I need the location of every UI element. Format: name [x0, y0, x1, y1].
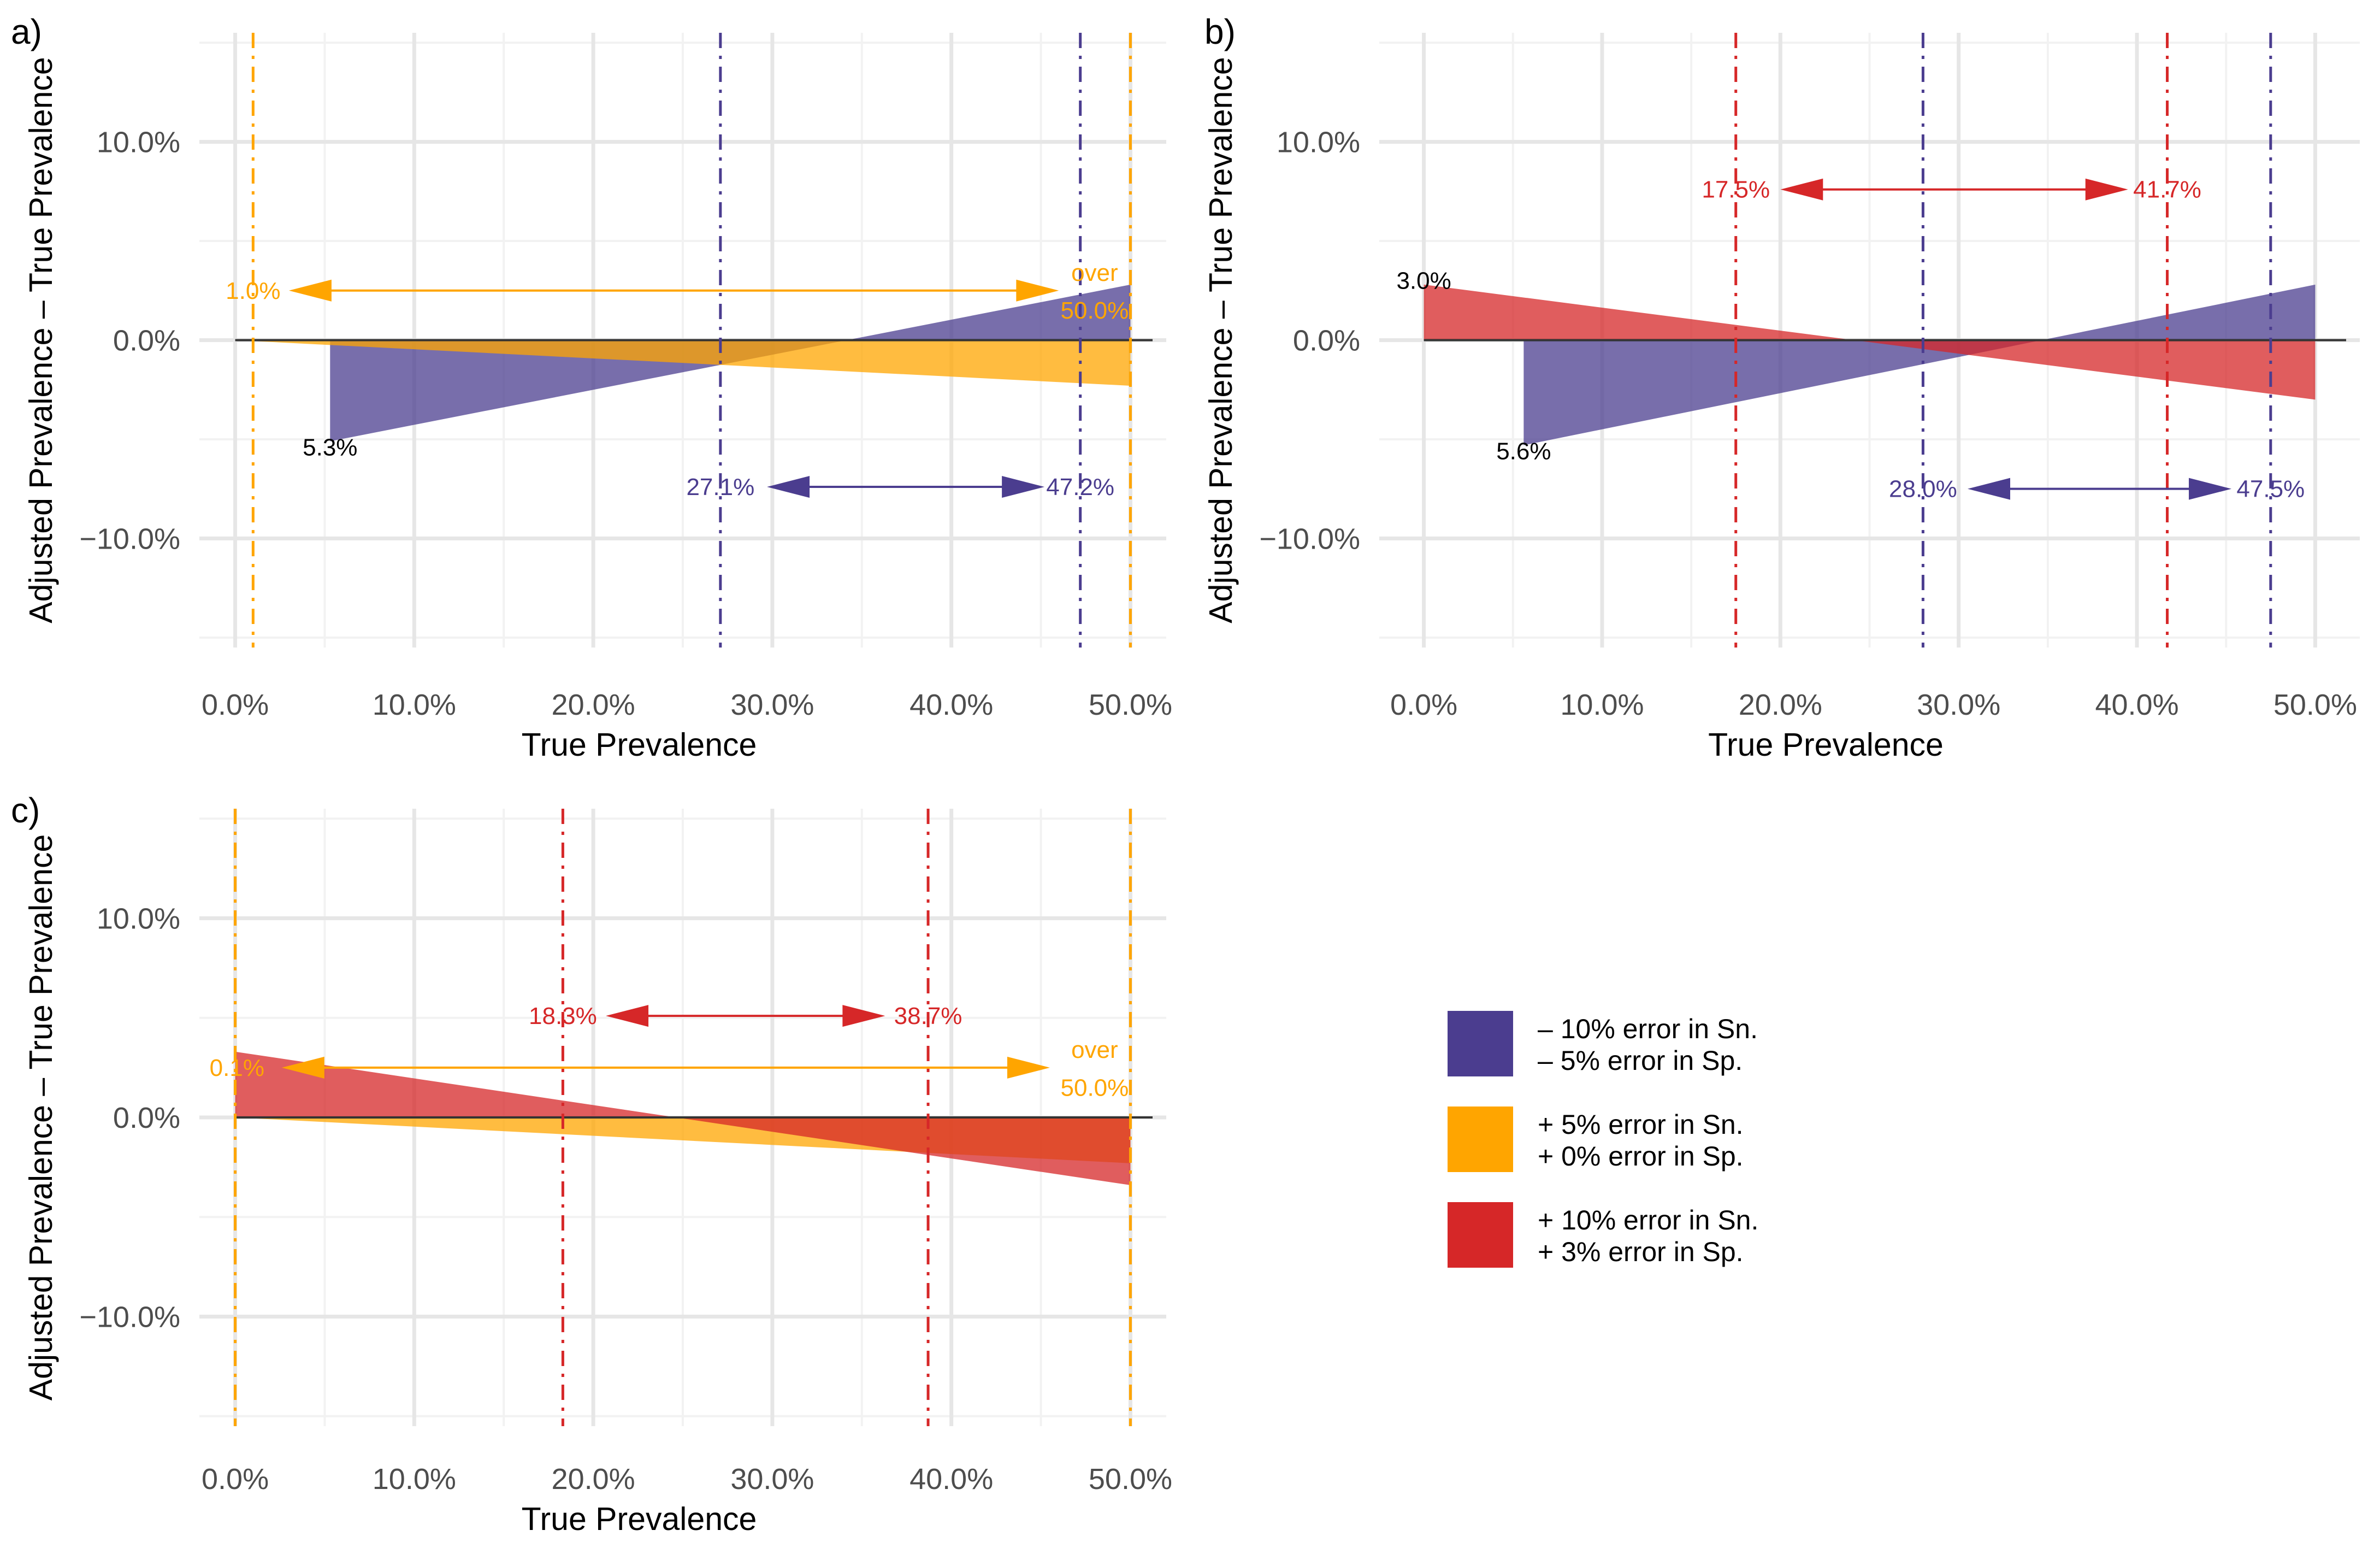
annotation-label: 28.0% [1889, 476, 1957, 503]
panel-label: a) [11, 12, 42, 51]
annotation-label: 47.2% [1046, 474, 1114, 501]
arrow-head-left [606, 1005, 649, 1027]
y-tick-label: 10.0% [97, 902, 180, 935]
legend: – 10% error in Sn.– 5% error in Sp. + 5% … [1448, 1011, 1758, 1268]
y-tick-label: −10.0% [1259, 522, 1360, 555]
annotation-label: over [1071, 260, 1118, 286]
x-tick-label: 0.0% [202, 688, 269, 721]
x-tick-label: 50.0% [2273, 688, 2357, 721]
x-tick-label: 0.0% [1390, 688, 1457, 721]
legend-label-line2: – 5% error in Sp. [1538, 1045, 1743, 1076]
arrow-head-right [1016, 279, 1059, 302]
x-axis-title: True Prevalence [522, 727, 757, 763]
annotation-label: 27.1% [686, 474, 754, 501]
area-red [1424, 284, 2316, 400]
annotation-label: 41.7% [2133, 176, 2201, 203]
arrow-head-left [288, 279, 332, 302]
legend-swatch-orange [1448, 1107, 1513, 1172]
annotation-label: 5.6% [1496, 438, 1551, 465]
x-tick-label: 20.0% [552, 688, 635, 721]
area-orange [235, 340, 1131, 386]
x-tick-label: 20.0% [1739, 688, 1822, 721]
arrow-head-right [2085, 178, 2128, 201]
y-tick-label: 0.0% [1293, 325, 1360, 357]
y-tick-label: −10.0% [79, 1301, 180, 1334]
y-tick-label: 0.0% [113, 1102, 180, 1134]
panel-a: a) 1.0% over 50.0% 5.3% 27.1% 47.2% 0.0% 10.0% 20… [11, 12, 1172, 763]
annotation-label: 5.3% [303, 434, 357, 461]
x-tick-label: 50.0% [1089, 1463, 1172, 1496]
y-tick-label: 10.0% [1277, 126, 1360, 159]
annotation-label: 50.0% [1061, 297, 1129, 324]
x-axis-title: True Prevalence [1708, 727, 1944, 763]
x-tick-label: 40.0% [910, 688, 993, 721]
arrow-head-left [1968, 478, 2010, 500]
annotation-label: 18.3% [529, 1003, 597, 1029]
arrow-head-right [1007, 1056, 1050, 1079]
arrow-head-left [281, 1056, 324, 1079]
x-tick-label: 30.0% [730, 1463, 814, 1496]
area-purple [1523, 284, 2316, 445]
annotation-label: 3.0% [1396, 268, 1451, 295]
legend-label-line2: + 0% error in Sp. [1538, 1141, 1744, 1172]
annotation-label: over [1071, 1037, 1118, 1063]
legend-swatch-purple [1448, 1011, 1513, 1076]
panel-c: c) 18.3% 38.7% 0.1% over 50.0% 0.0% 10.0% 20.0% 3… [11, 791, 1172, 1537]
legend-label-line2: + 3% error in Sp. [1538, 1237, 1744, 1267]
x-tick-label: 30.0% [1917, 688, 2000, 721]
y-axis-title: Adjusted Prevalence – True Prevalence [1203, 57, 1239, 623]
legend-label-line1: + 10% error in Sn. [1538, 1205, 1758, 1235]
x-tick-label: 30.0% [730, 688, 814, 721]
x-tick-label: 10.0% [1560, 688, 1644, 721]
panel-label: c) [11, 791, 40, 830]
annotation-label: 47.5% [2236, 476, 2305, 503]
y-axis-title: Adjusted Prevalence – True Prevalence [23, 57, 59, 623]
annotation-label: 50.0% [1061, 1074, 1129, 1101]
x-axis-title: True Prevalence [522, 1501, 757, 1537]
annotation-label: 17.5% [1702, 176, 1770, 203]
annotation-label: 1.0% [226, 278, 280, 304]
x-tick-label: 50.0% [1089, 688, 1172, 721]
panel-label: b) [1204, 12, 1236, 51]
x-tick-label: 40.0% [2095, 688, 2178, 721]
x-tick-label: 40.0% [910, 1463, 993, 1496]
arrow-head-right [842, 1005, 885, 1027]
arrow-head-right [1002, 476, 1045, 498]
x-tick-label: 10.0% [373, 688, 456, 721]
y-axis-title: Adjusted Prevalence – True Prevalence [23, 834, 59, 1400]
y-tick-label: 10.0% [97, 126, 180, 159]
y-tick-label: 0.0% [113, 325, 180, 357]
arrow-head-left [767, 476, 810, 498]
legend-label-line1: – 10% error in Sn. [1538, 1014, 1758, 1044]
annotation-label: 38.7% [894, 1003, 962, 1029]
arrow-head-left [1780, 178, 1823, 201]
y-tick-label: −10.0% [79, 522, 180, 555]
x-tick-label: 10.0% [373, 1463, 456, 1496]
annotation-label: 0.1% [210, 1055, 264, 1081]
area-purple [330, 284, 1131, 442]
x-tick-label: 0.0% [202, 1463, 269, 1496]
legend-label-line1: + 5% error in Sn. [1538, 1109, 1744, 1140]
panel-b: b) 3.0% 5.6% 17.5% 41.7% 28.0% 47.5% 0.0% 10.0% 2… [1203, 12, 2360, 763]
x-tick-label: 20.0% [552, 1463, 635, 1496]
legend-swatch-red [1448, 1202, 1513, 1268]
arrow-head-right [2189, 478, 2232, 500]
